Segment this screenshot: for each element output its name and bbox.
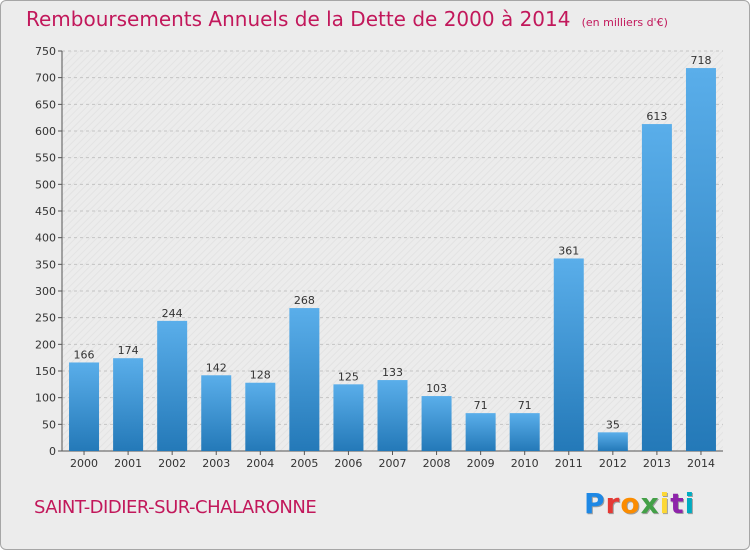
logo-letter: i	[659, 487, 671, 520]
bar-2013	[641, 124, 672, 452]
y-tick-label: 650	[35, 98, 56, 111]
bar-value-label: 244	[162, 307, 183, 320]
y-tick-label: 350	[35, 258, 56, 271]
x-tick-label: 2006	[334, 457, 362, 470]
bar-value-label: 613	[646, 110, 667, 123]
bar-value-label: 125	[338, 370, 359, 383]
x-tick-label: 2001	[114, 457, 142, 470]
bar-2012	[597, 432, 628, 451]
commune-name: SAINT-DIDIER-SUR-CHALARONNE	[34, 497, 317, 518]
bar-2005	[289, 308, 320, 451]
bar-value-label: 71	[474, 399, 488, 412]
logo-letter: o	[620, 487, 641, 520]
bar-value-label: 268	[294, 294, 315, 307]
bar-value-label: 35	[606, 418, 620, 431]
y-tick-label: 300	[35, 285, 56, 298]
bar-2011	[553, 258, 584, 451]
bar-value-label: 142	[206, 361, 227, 374]
y-tick-label: 400	[35, 232, 56, 245]
x-tick-label: 2002	[158, 457, 186, 470]
bar-2009	[465, 413, 496, 451]
bar-2000	[69, 362, 100, 451]
x-tick-label: 2005	[290, 457, 318, 470]
y-tick-label: 450	[35, 205, 56, 218]
bar-value-label: 103	[426, 382, 447, 395]
title-row: Remboursements Annuels de la Dette de 20…	[26, 7, 668, 31]
x-tick-label: 2013	[643, 457, 671, 470]
logo-letter: P	[584, 487, 606, 520]
logo-letter: t	[670, 487, 685, 520]
bars	[69, 68, 716, 452]
x-tick-label: 2010	[511, 457, 539, 470]
bar-value-label: 718	[690, 54, 711, 67]
bar-2002	[157, 320, 188, 451]
x-tick-label: 2003	[202, 457, 230, 470]
x-tick-label: 2008	[423, 457, 451, 470]
x-tick-label: 2000	[70, 457, 98, 470]
y-tick-label: 750	[35, 45, 56, 58]
bar-value-label: 361	[558, 244, 579, 257]
y-tick-label: 550	[35, 152, 56, 165]
bar-2010	[509, 413, 540, 451]
bar-value-label: 166	[74, 348, 95, 361]
y-tick-label: 600	[35, 125, 56, 138]
bar-value-label: 174	[118, 344, 139, 357]
logo-letter: x	[640, 487, 660, 520]
y-tick-label: 250	[35, 312, 56, 325]
y-tick-label: 700	[35, 72, 56, 85]
bar-2006	[333, 384, 364, 451]
logo-letter: i	[684, 487, 696, 520]
y-tick-label: 50	[42, 418, 56, 431]
proxiti-logo: Proxiti	[584, 487, 695, 520]
bar-2001	[113, 358, 144, 451]
x-tick-label: 2012	[599, 457, 627, 470]
chart-title: Remboursements Annuels de la Dette de 20…	[26, 7, 571, 31]
bar-2004	[245, 382, 276, 451]
bar-2014	[685, 68, 716, 452]
y-tick-label: 150	[35, 365, 56, 378]
labels: 166 2000 174 2001 244 2002 142 2003 128 2004 268 20…	[70, 54, 715, 470]
bar-value-label: 128	[250, 369, 271, 382]
bar-2008	[421, 396, 452, 451]
logo-letter: r	[605, 487, 621, 520]
y-tick-label: 0	[49, 445, 56, 458]
y-tick-label: 200	[35, 338, 56, 351]
x-tick-label: 2004	[246, 457, 274, 470]
x-tick-label: 2007	[379, 457, 407, 470]
bar-2007	[377, 380, 408, 451]
y-tick-label: 500	[35, 178, 56, 191]
bar-2003	[201, 375, 232, 451]
chart-subtitle: (en milliers d'€)	[581, 16, 668, 29]
x-tick-label: 2014	[687, 457, 715, 470]
bar-value-label: 133	[382, 366, 403, 379]
bar-value-label: 71	[518, 399, 532, 412]
x-tick-label: 2009	[467, 457, 495, 470]
x-tick-label: 2011	[555, 457, 583, 470]
y-tick-label: 100	[35, 392, 56, 405]
